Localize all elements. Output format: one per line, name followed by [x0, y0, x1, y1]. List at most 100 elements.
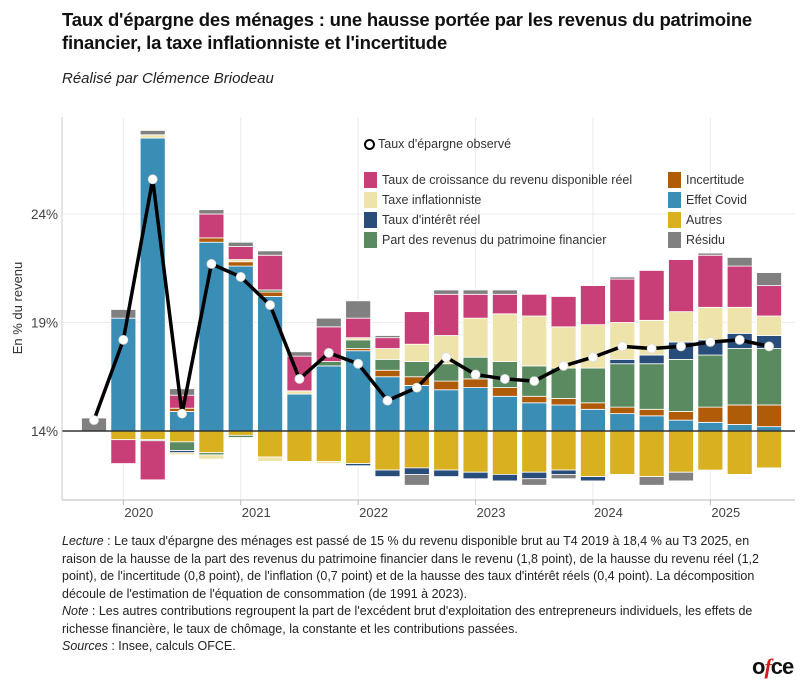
bar-segment: [756, 404, 782, 428]
bar-segment: [726, 430, 753, 475]
bar-segment: [726, 256, 753, 267]
bar-segment: [668, 259, 694, 313]
bar-segment: [403, 311, 430, 345]
legend-label: Incertitude: [686, 173, 745, 187]
bar-segment: [638, 415, 665, 432]
bar-segment: [491, 430, 518, 475]
bar-segment: [169, 441, 195, 451]
bar-segment: [374, 369, 401, 378]
bar-segment: [609, 322, 636, 360]
bar-segment: [550, 398, 577, 406]
bar-segment: [315, 365, 342, 432]
bar-segment: [198, 209, 225, 215]
bar-segment: [580, 476, 606, 482]
bar-segment: [668, 411, 694, 421]
bar-segment: [227, 261, 254, 267]
y-axis-label: En % du revenu: [10, 262, 25, 355]
bar-segment: [403, 343, 430, 362]
legend-label: Taxe inflationniste: [382, 193, 482, 207]
observed-point: [323, 347, 334, 358]
observed-point: [529, 376, 540, 386]
x-tick-label: 2024: [594, 505, 623, 520]
note-label: Note: [62, 604, 89, 618]
bar-segment: [345, 339, 372, 349]
observed-point: [177, 408, 187, 419]
bar-stack: [756, 272, 782, 469]
bar-stack: [521, 293, 548, 486]
observed-point: [265, 300, 276, 311]
sources-text: : Insee, calculs OFCE.: [107, 639, 236, 653]
bar-segment: [726, 348, 753, 406]
bar-segment: [462, 378, 489, 389]
legend-item: Taux d'intérêt réel: [364, 212, 480, 228]
bar-segment: [374, 469, 401, 477]
bar-stack: [668, 259, 694, 482]
bar-segment: [257, 254, 284, 291]
observed-point: [588, 352, 598, 363]
bar-segment: [198, 237, 225, 243]
bar-segment: [609, 363, 636, 408]
bar-segment: [609, 276, 636, 280]
note: Note : Les autres contributions regroupe…: [62, 603, 762, 638]
lecture-note: Lecture : Le taux d'épargne des ménages …: [62, 533, 762, 603]
bar-segment: [668, 358, 694, 412]
bar-segment: [433, 389, 460, 432]
bar-segment: [697, 430, 724, 471]
bar-segment: [550, 367, 577, 399]
bar-segment: [491, 313, 518, 362]
bar-segment: [374, 337, 401, 349]
y-tick-label: 14%: [31, 424, 58, 439]
legend-item: Autres: [668, 212, 722, 228]
observed-point: [118, 334, 129, 345]
observed-point: [558, 360, 569, 371]
legend-item: Taux de croissance du revenu disponible …: [364, 172, 632, 188]
observed-point: [676, 341, 686, 352]
footnotes: Lecture : Le taux d'épargne des ménages …: [62, 533, 762, 656]
bar-segment: [609, 430, 636, 475]
axes: 14% 19% 24% 2020 2021 2022 2023 2024 2025: [31, 117, 795, 520]
bar-segment: [521, 293, 548, 317]
bar-segment: [491, 289, 518, 295]
bar-segment: [403, 467, 430, 475]
bar-segment: [374, 335, 401, 339]
y-tick-label: 24%: [31, 207, 58, 222]
bar-segment: [198, 430, 225, 454]
bar-segment: [756, 430, 782, 469]
observed-point: [470, 369, 481, 380]
legend-item: Effet Covid: [668, 192, 747, 208]
legend-item: Résidu: [668, 232, 725, 248]
bar-segment: [726, 424, 753, 432]
bar-segment: [491, 387, 518, 397]
bar-segment: [521, 315, 548, 367]
sources: Sources : Insee, calculs OFCE.: [62, 638, 762, 656]
bar-segment: [315, 460, 342, 464]
bar-stack: [374, 335, 401, 477]
observed-point: [646, 343, 657, 354]
legend-swatch-icon: [668, 212, 681, 228]
bar-segment: [257, 250, 284, 256]
observed-point: [411, 382, 422, 393]
observed-point: [617, 341, 628, 352]
x-tick-label: 2021: [242, 505, 271, 520]
observed-point: [235, 272, 246, 282]
bar-segment: [638, 476, 665, 486]
legend-label: Taux d'intérêt réel: [382, 213, 481, 227]
bar-segment: [462, 471, 489, 480]
bar-segment: [697, 421, 724, 432]
bar-segment: [110, 430, 137, 441]
bar-segment: [227, 434, 254, 438]
bar-segment: [697, 354, 724, 408]
legend-item-observed: Taux d'épargne observé: [364, 137, 511, 151]
bar-stack: [462, 289, 489, 480]
bar-segment: [462, 293, 489, 319]
bar-segment: [169, 430, 195, 443]
bar-stack: [433, 289, 460, 477]
bar-segment: [139, 440, 166, 481]
legend-item: Taxe inflationniste: [364, 192, 481, 208]
bar-segment: [315, 430, 342, 462]
bar-segment: [638, 430, 665, 477]
bar-segment: [462, 387, 489, 432]
note-text: : Les autres contributions regroupent la…: [62, 604, 753, 636]
bar-segment: [609, 278, 636, 323]
lecture-text: : Le taux d'épargne des ménages est pass…: [62, 534, 759, 601]
